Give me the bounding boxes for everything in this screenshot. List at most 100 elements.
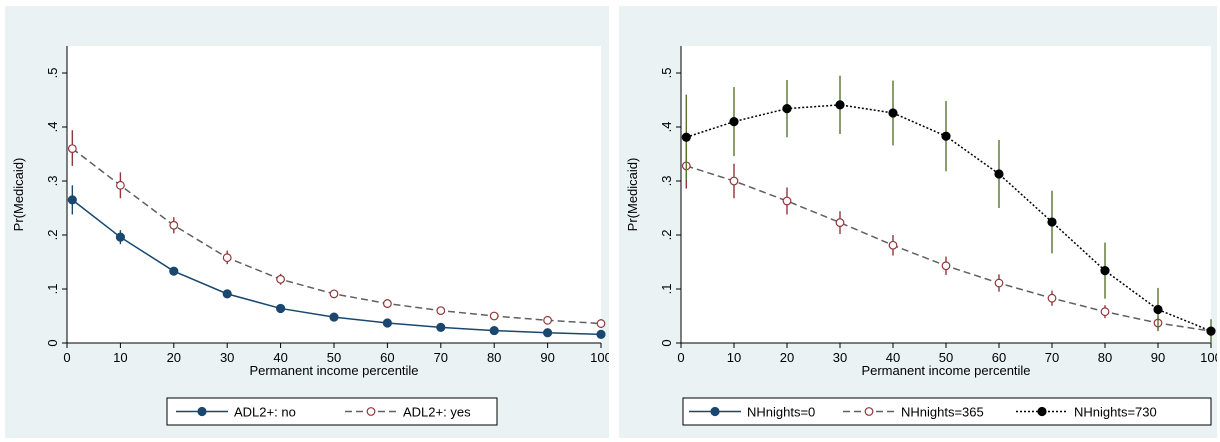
data-point [329,312,339,322]
data-point [782,196,792,206]
x-tick-label: 0 [677,350,684,365]
x-tick-label: 70 [1045,350,1059,365]
y-axis-label: Pr(Medicaid) [11,158,26,232]
legend-marker [197,406,207,417]
x-tick-label: 0 [63,350,70,365]
y-tick-label: .2 [659,230,674,241]
data-point [222,289,232,299]
x-tick-label: 10 [727,350,741,365]
data-point [941,131,951,141]
x-tick-label: 80 [1098,350,1112,365]
data-point [542,328,553,338]
legend-marker [710,406,720,417]
y-tick-label: .2 [45,230,60,241]
data-point [329,289,339,299]
data-point [436,322,446,332]
data-point [276,303,286,314]
x-tick-label: 20 [780,350,794,365]
data-point [1100,266,1110,276]
legend-box [682,397,1212,426]
data-point [888,108,898,118]
plot-area [681,46,1211,343]
data-point [596,319,606,328]
legend-item: NHnights=730 [1016,405,1157,420]
data-point [222,253,232,263]
x-axis-label: Permanent income percentile [861,363,1030,378]
y-tick-label: .1 [659,284,674,295]
data-point [782,104,792,114]
x-tick-label: 80 [487,350,501,365]
y-tick-label: .5 [45,68,60,79]
chart-right: 0 .1 .2 .3 .4 .5 0 10 20 30 40 50 60 70 80 90 100 Permane… [625,46,1217,426]
series-NHnights=730 [681,75,1216,343]
data-point [1206,326,1216,336]
data-point [169,266,179,276]
data-point [543,315,552,325]
x-tick-label: 100 [1200,350,1217,365]
y-tick-label: .4 [45,122,60,133]
data-point [835,100,845,110]
legend-item: NHnights=365 [843,405,984,420]
plot-area [67,46,601,343]
legend-label: NHnights=730 [1074,405,1157,420]
data-point [169,220,179,230]
x-tick-label: 90 [1151,350,1165,365]
data-point [276,274,286,284]
x-tick-label: 60 [380,350,394,365]
chart-left: 0 .1 .2 .3 .4 .5 0 10 20 30 40 50 60 70 80 90 100 Permane… [11,46,609,426]
x-tick-label: 30 [220,350,234,365]
data-point [436,306,446,316]
data-point [729,176,739,186]
x-tick-label: 90 [540,350,554,365]
data-point [115,180,125,190]
data-point [888,240,898,250]
legend-label: NHnights=365 [901,405,984,420]
legend-marker [1037,406,1047,417]
y-tick-label: 0 [45,339,60,346]
y-tick-label: .5 [659,68,674,79]
y-tick-label: .3 [45,176,60,187]
legend-marker [366,407,376,416]
y-axis-label: Pr(Medicaid) [625,158,640,232]
data-point [1153,304,1163,315]
legend: NHnights=0 NHnights=365 NHnights=730 [682,397,1212,426]
x-tick-label: 40 [273,350,287,365]
data-point [729,116,739,127]
data-point [67,144,77,154]
data-point [382,318,392,328]
legend-marker [864,407,874,416]
data-point [994,169,1004,179]
y-tick-label: .4 [659,122,674,133]
legend-item: ADL2+: no [176,405,296,420]
legend-label: ADL2+: yes [403,405,471,420]
data-point [681,132,691,142]
data-point [994,278,1004,288]
x-tick-label: 40 [886,350,900,365]
series-ADL2+: yes [67,130,606,328]
data-point [383,299,392,308]
data-point [1100,307,1110,317]
data-point [835,218,845,227]
y-tick-label: 0 [659,339,674,346]
x-tick-label: 10 [113,350,127,365]
data-point [67,195,77,205]
series-ADL2+: no [67,185,606,339]
legend-item: ADL2+: yes [345,405,471,420]
data-point [1047,217,1057,227]
data-point [1047,293,1057,303]
data-point [941,261,951,271]
legend-item: NHnights=0 [689,405,815,420]
data-point [489,311,499,321]
chart-panel-left: 0 .1 .2 .3 .4 .5 0 10 20 30 40 50 60 70 80 90 100 Permane… [5,6,609,438]
x-tick-label: 50 [939,350,953,365]
data-point [596,329,606,339]
legend-label: NHnights=0 [747,405,815,420]
data-point [489,325,499,336]
data-point [115,232,126,242]
chart-panel-right: 0 .1 .2 .3 .4 .5 0 10 20 30 40 50 60 70 80 90 100 Permane… [619,6,1217,438]
x-tick-label: 50 [327,350,341,365]
legend-label: ADL2+: no [234,405,296,420]
y-tick-label: .3 [659,176,674,187]
x-tick-label: 70 [434,350,448,365]
x-tick-label: 20 [167,350,181,365]
